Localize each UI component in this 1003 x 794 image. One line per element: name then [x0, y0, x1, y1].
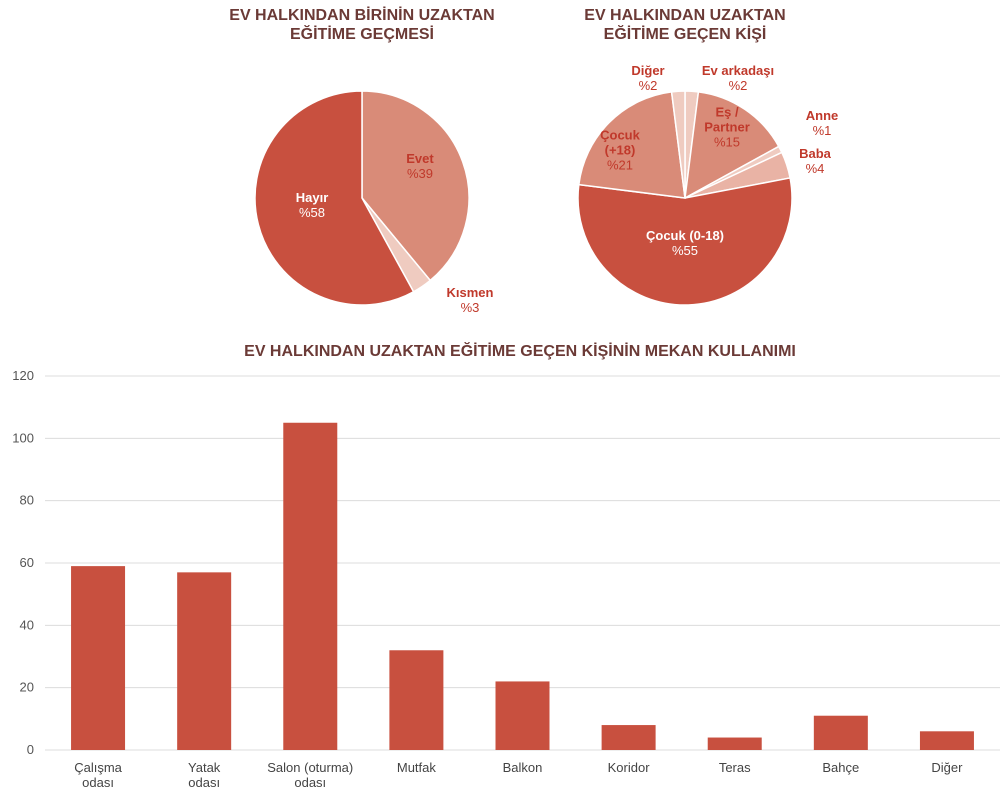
bar	[919, 731, 974, 750]
slice-name: Diğer	[631, 63, 665, 78]
slice-value: %2	[638, 78, 658, 93]
y-tick-label: 0	[27, 742, 34, 757]
pie-slice	[578, 91, 686, 199]
pie-slice	[670, 90, 686, 199]
bar	[601, 725, 656, 750]
slice-name: Evet	[406, 151, 434, 166]
y-tick-label: 20	[20, 680, 34, 695]
slice-value: %1	[812, 123, 832, 138]
slice-label: Eş / Partner %15	[697, 105, 757, 150]
pie-slice	[577, 177, 793, 306]
chart-title: EV HALKINDAN UZAKTAN EĞİTİME GEÇEN KİŞİ	[584, 7, 786, 43]
x-tick-label: Mutfak	[396, 760, 436, 775]
x-tick-label: Yatak odası	[188, 760, 221, 790]
slice-value: %55	[671, 243, 699, 258]
slice-name: Eş / Partner	[704, 104, 750, 135]
slice-name: Çocuk (0-18)	[645, 228, 725, 243]
slice-name: Hayır	[295, 190, 329, 205]
y-tick-label: 80	[20, 493, 34, 508]
slice-value: %39	[406, 166, 434, 181]
bar	[71, 566, 126, 750]
slice-value: %21	[606, 157, 634, 173]
slice-label: Hayır %58	[282, 190, 342, 220]
bar	[707, 737, 762, 750]
slice-value: %4	[805, 161, 825, 176]
x-tick-label: Bahçe	[822, 760, 860, 775]
slice-value: %3	[460, 300, 480, 315]
x-tick-label: Balkon	[502, 760, 543, 775]
slice-value: %58	[298, 205, 326, 220]
y-tick-label: 40	[20, 617, 34, 632]
slice-name: Anne	[805, 108, 839, 123]
slice-label: Anne %1	[802, 108, 842, 138]
slice-label: Kısmen %3	[440, 285, 500, 315]
chart-title: EV HALKINDAN BİRİNİN UZAKTAN EĞİTİME GEÇ…	[229, 7, 495, 43]
slice-name: Baba	[799, 146, 831, 161]
pie-slice	[254, 90, 415, 306]
slice-label: Ev arkadaşı %2	[693, 63, 783, 93]
x-tick-label: Teras	[718, 760, 751, 775]
y-tick-label: 120	[12, 368, 34, 383]
slice-label: Diğer %2	[623, 63, 673, 93]
y-tick-label: 100	[12, 430, 34, 445]
slice-value: %2	[728, 78, 748, 93]
slice-label: Çocuk (+18) %21	[595, 128, 645, 173]
slice-name: Ev arkadaşı	[701, 63, 775, 78]
x-tick-label: Diğer	[931, 760, 963, 775]
bar	[495, 681, 550, 750]
bar	[177, 572, 232, 750]
slice-name: Kısmen	[446, 285, 494, 300]
y-tick-label: 60	[20, 555, 34, 570]
slice-name: Çocuk (+18)	[600, 127, 640, 158]
x-tick-label: Çalışma odası	[74, 760, 122, 790]
bar	[389, 650, 444, 750]
pie-slice	[684, 91, 780, 200]
slice-label: Çocuk (0-18) %55	[630, 228, 740, 258]
bar	[813, 715, 868, 750]
x-tick-label: Koridor	[607, 760, 650, 775]
slice-label: Baba %4	[795, 146, 835, 176]
bar	[283, 422, 338, 750]
slice-value: %15	[713, 134, 741, 150]
pie-slice	[361, 90, 470, 282]
x-tick-label: Salon (oturma) odası	[267, 760, 354, 790]
slice-label: Evet %39	[390, 151, 450, 181]
chart-title: EV HALKINDAN UZAKTAN EĞİTİME GEÇEN KİŞİN…	[244, 343, 796, 360]
